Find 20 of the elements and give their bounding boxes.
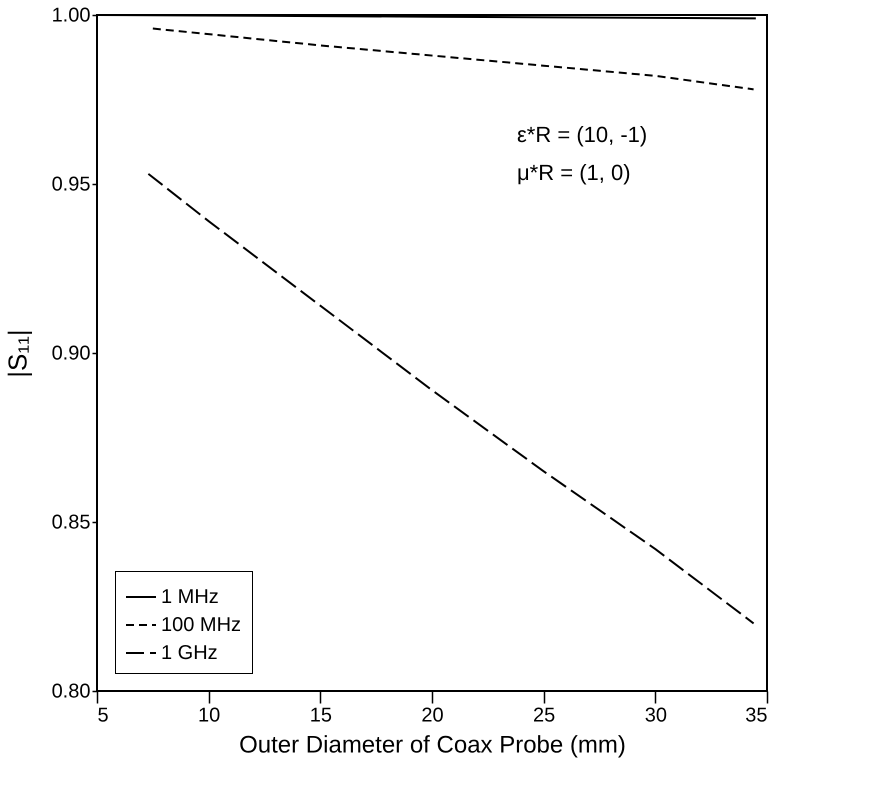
y-tick-label: 0.80 [52, 680, 90, 702]
x-tick-label: 30 [644, 704, 667, 726]
line-series [152, 28, 755, 90]
x-tick-label: 35 [745, 704, 768, 726]
legend-label: 100 MHz [161, 614, 242, 636]
y-axis-title: |S₁₁| [2, 329, 33, 378]
x-axis-title: Outer Diameter of Coax Probe (mm) [239, 732, 626, 758]
annotation: ε*R = (10, -1) [517, 122, 648, 147]
legend-label: 1 MHz [161, 586, 219, 608]
x-tick-label: 20 [421, 704, 444, 726]
x-tick-label: 10 [198, 704, 220, 726]
y-tick-label: 0.90 [52, 342, 90, 364]
y-tick-label: 1.00 [52, 4, 90, 26]
x-tick-label: 15 [310, 704, 332, 726]
legend-label: 1 GHz [161, 642, 218, 664]
x-tick-label: 25 [533, 704, 556, 726]
x-tick-label: 5 [98, 704, 109, 726]
annotation: μ*R = (1, 0) [517, 160, 631, 185]
y-tick-label: 0.95 [52, 174, 90, 196]
y-tick-label: 0.85 [52, 512, 90, 534]
